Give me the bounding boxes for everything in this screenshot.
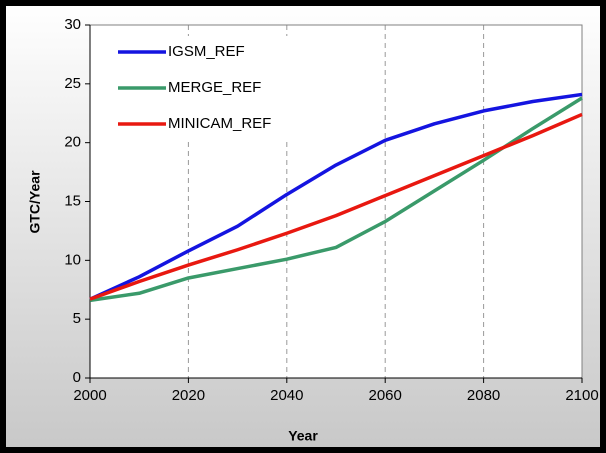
y-tick-label: 15 (64, 192, 81, 209)
x-tick-label: 2060 (369, 387, 402, 404)
x-tick-label: 2080 (467, 387, 500, 404)
y-tick-label: 20 (64, 134, 81, 151)
x-axis-label: Year (288, 428, 318, 444)
y-tick-label: 5 (73, 310, 81, 327)
x-tick-label: 2100 (565, 387, 598, 404)
legend-label: IGSM_REF (168, 43, 245, 60)
y-tick-label: 25 (64, 75, 81, 92)
y-axis-label: GTC/Year (27, 170, 43, 234)
x-tick-label: 2000 (73, 387, 106, 404)
y-tick-label: 30 (64, 16, 81, 33)
legend-label: MINICAM_REF (168, 115, 271, 132)
x-tick-label: 2040 (270, 387, 303, 404)
series-line (89, 112, 583, 301)
legend-label: MERGE_REF (168, 79, 261, 96)
y-tick-label: 0 (73, 369, 81, 386)
y-tick-label: 10 (64, 251, 81, 268)
series-line (89, 92, 583, 301)
x-tick-label: 2020 (172, 387, 205, 404)
